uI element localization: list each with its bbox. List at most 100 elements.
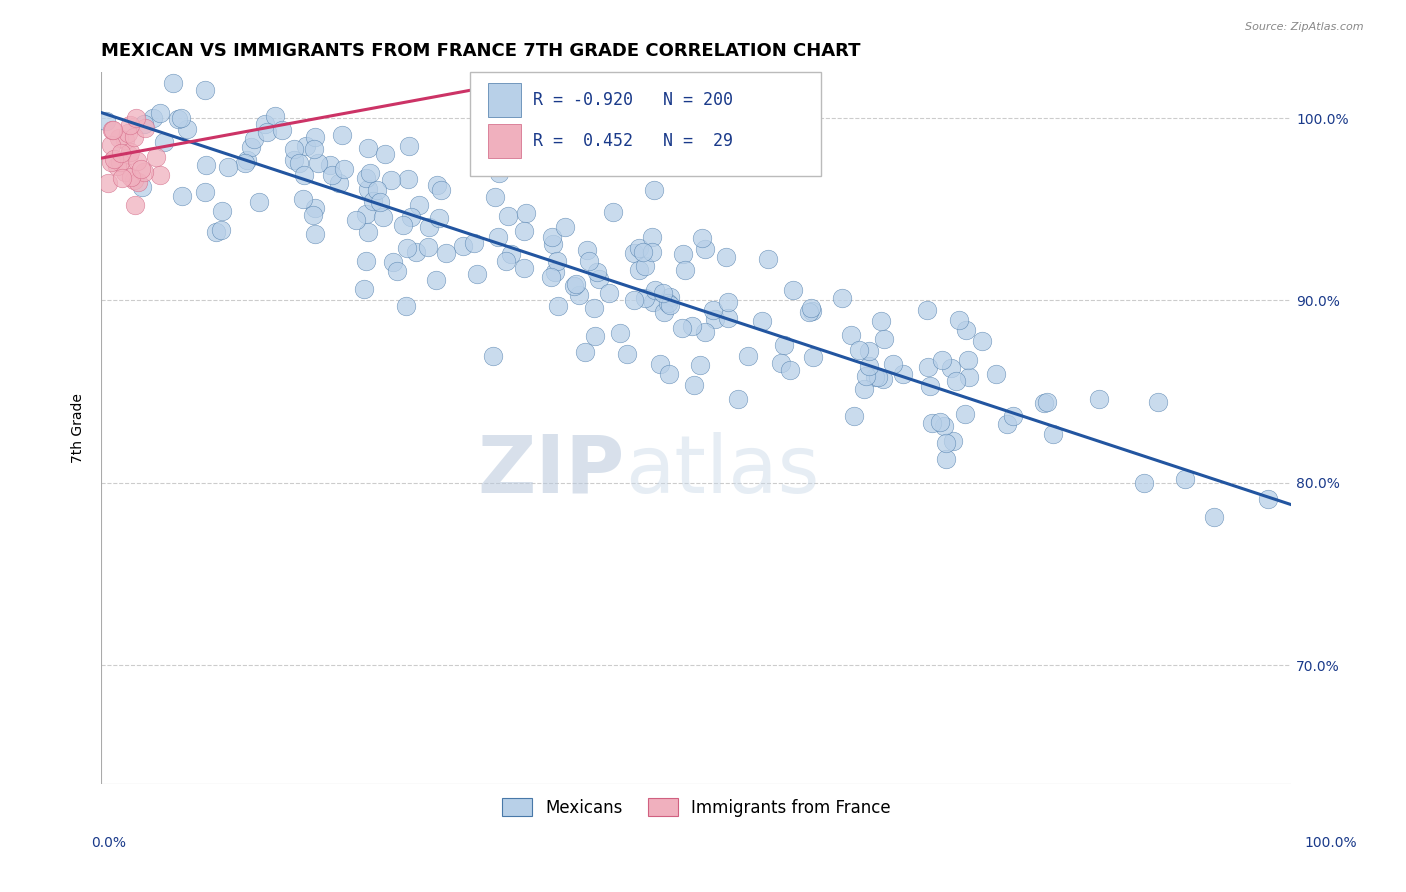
Point: [124, 198, 146, 212]
Point: [921, 416, 943, 430]
Point: [672, 246, 695, 260]
Point: [344, 212, 367, 227]
Point: [328, 176, 350, 190]
Point: [801, 350, 824, 364]
Point: [583, 301, 606, 316]
Point: [395, 242, 418, 256]
Point: [598, 285, 620, 300]
Point: [583, 329, 606, 343]
Point: [152, 135, 174, 149]
Point: [170, 189, 193, 203]
Point: [540, 269, 562, 284]
Point: [134, 120, 156, 135]
Point: [627, 241, 650, 255]
Point: [194, 158, 217, 172]
Point: [955, 323, 977, 337]
Point: [263, 109, 285, 123]
Point: [948, 313, 970, 327]
Point: [330, 128, 353, 142]
Point: [588, 272, 610, 286]
Point: [643, 295, 665, 310]
Point: [425, 273, 447, 287]
Point: [782, 284, 804, 298]
Point: [695, 242, 717, 256]
Point: [652, 285, 675, 300]
Point: [1032, 395, 1054, 409]
Point: [398, 138, 420, 153]
Point: [956, 352, 979, 367]
Point: [644, 284, 666, 298]
Point: [100, 137, 122, 152]
Point: [463, 235, 485, 250]
Point: [122, 129, 145, 144]
Point: [870, 314, 893, 328]
Point: [256, 124, 278, 138]
Point: [641, 229, 664, 244]
Point: [939, 360, 962, 375]
Point: [176, 122, 198, 136]
Point: [935, 452, 957, 467]
Point: [499, 247, 522, 261]
Point: [609, 326, 631, 340]
Point: [217, 160, 239, 174]
Point: [127, 175, 149, 189]
Point: [387, 264, 409, 278]
Text: R =  0.452   N =  29: R = 0.452 N = 29: [533, 132, 733, 150]
Point: [970, 334, 993, 348]
Text: atlas: atlas: [624, 432, 820, 509]
Point: [486, 230, 509, 244]
Point: [540, 229, 562, 244]
Point: [920, 379, 942, 393]
Text: ZIP: ZIP: [478, 432, 624, 509]
Point: [283, 153, 305, 167]
Point: [945, 374, 967, 388]
Point: [546, 254, 568, 268]
Point: [1036, 395, 1059, 409]
Point: [353, 282, 375, 296]
Point: [357, 141, 380, 155]
Legend: Mexicans, Immigrants from France: Mexicans, Immigrants from France: [494, 789, 898, 825]
Point: [374, 147, 396, 161]
Point: [94, 113, 117, 128]
Point: [800, 303, 823, 318]
Point: [756, 252, 779, 267]
Point: [882, 357, 904, 371]
Point: [307, 156, 329, 170]
Point: [122, 172, 145, 186]
Point: [465, 267, 488, 281]
Point: [640, 244, 662, 259]
Point: [717, 310, 740, 325]
Text: Source: ZipAtlas.com: Source: ZipAtlas.com: [1246, 22, 1364, 32]
Text: R = -0.920   N = 200: R = -0.920 N = 200: [533, 91, 733, 109]
Point: [915, 303, 938, 318]
Point: [395, 299, 418, 313]
Point: [295, 139, 318, 153]
Point: [304, 129, 326, 144]
Point: [543, 237, 565, 252]
Point: [427, 211, 450, 225]
Point: [704, 311, 727, 326]
Point: [149, 105, 172, 120]
Point: [408, 198, 430, 212]
Point: [283, 142, 305, 156]
Point: [132, 118, 155, 132]
Point: [773, 338, 796, 352]
Point: [243, 131, 266, 145]
Point: [657, 295, 679, 310]
Point: [125, 153, 148, 168]
Point: [866, 370, 889, 384]
Point: [105, 159, 128, 173]
Point: [110, 146, 132, 161]
Point: [103, 153, 125, 167]
Point: [693, 325, 716, 339]
Point: [111, 171, 134, 186]
Point: [1042, 427, 1064, 442]
Point: [430, 182, 453, 196]
Point: [170, 112, 193, 126]
Point: [671, 321, 693, 335]
FancyBboxPatch shape: [488, 83, 522, 117]
Point: [357, 226, 380, 240]
FancyBboxPatch shape: [470, 72, 821, 176]
Point: [356, 207, 378, 221]
Point: [292, 168, 315, 182]
